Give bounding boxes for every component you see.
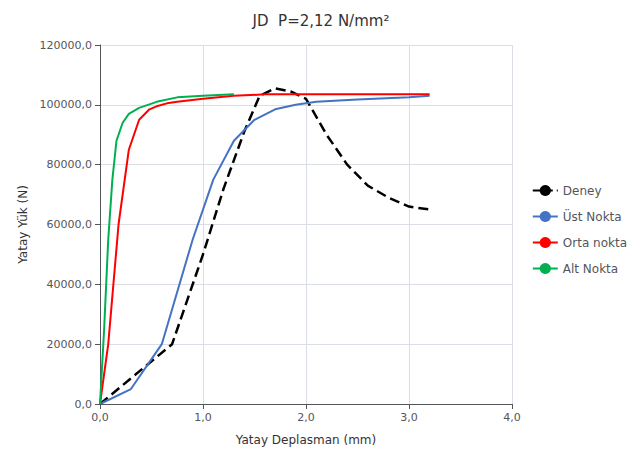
svg-text:80000,0: 80000,0	[47, 158, 93, 171]
svg-text:100000,0: 100000,0	[40, 98, 93, 111]
svg-text:3,0: 3,0	[400, 411, 418, 424]
svg-text:120000,0: 120000,0	[40, 39, 93, 52]
svg-text:JD P=2,12 N/mm²: JD P=2,12 N/mm²	[252, 12, 390, 30]
svg-text:2,0: 2,0	[297, 411, 315, 424]
svg-text:Yatay Deplasman (mm): Yatay Deplasman (mm)	[235, 433, 376, 447]
svg-text:Yatay Yük (N): Yatay Yük (N)	[16, 185, 30, 265]
svg-text:40000,0: 40000,0	[47, 278, 93, 291]
svg-text:Orta nokta: Orta nokta	[563, 236, 627, 250]
svg-text:Deney: Deney	[563, 184, 602, 198]
svg-text:Alt Nokta: Alt Nokta	[563, 262, 618, 276]
svg-text:4,0: 4,0	[503, 411, 521, 424]
svg-text:20000,0: 20000,0	[47, 338, 93, 351]
svg-text:0,0: 0,0	[75, 398, 93, 411]
svg-text:0,0: 0,0	[91, 411, 109, 424]
svg-text:Üst Nokta: Üst Nokta	[563, 208, 622, 224]
svg-text:60000,0: 60000,0	[47, 218, 93, 231]
svg-text:1,0: 1,0	[194, 411, 212, 424]
